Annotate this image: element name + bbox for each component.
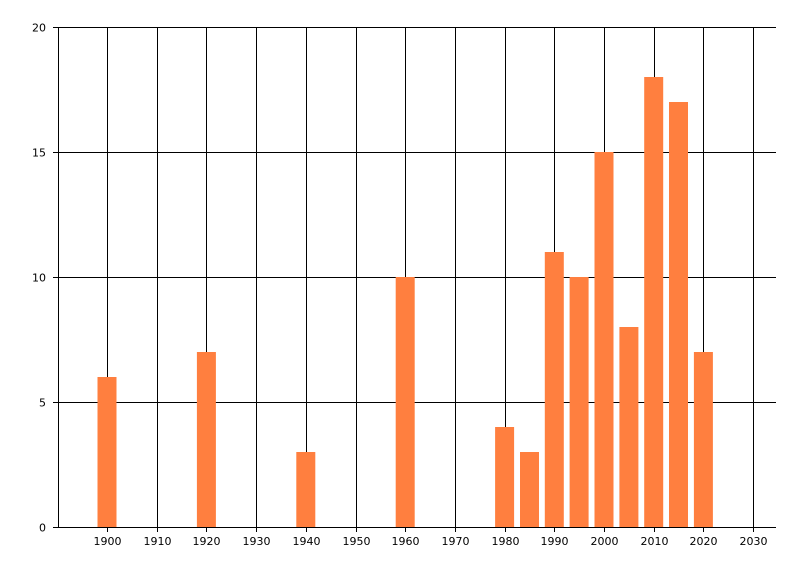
y-tick-label-5: 5 xyxy=(39,397,46,410)
bar-2020 xyxy=(693,352,713,527)
y-tick-label-10: 10 xyxy=(32,272,46,285)
y-tick-label-20: 20 xyxy=(32,22,46,35)
bar-1990 xyxy=(544,252,564,527)
bar-1900 xyxy=(97,377,117,527)
bar-1980 xyxy=(495,427,515,527)
bar-2010 xyxy=(644,77,664,527)
x-tick-label-1980: 1980 xyxy=(492,535,520,548)
bar-1940 xyxy=(296,452,316,527)
x-tick-label-1970: 1970 xyxy=(442,535,470,548)
bar-2015 xyxy=(669,102,688,527)
x-tick-label-1940: 1940 xyxy=(293,535,321,548)
bars xyxy=(97,77,713,527)
y-tick-label-0: 0 xyxy=(39,522,46,535)
x-tick-label-1950: 1950 xyxy=(343,535,371,548)
x-tick-label-1910: 1910 xyxy=(144,535,172,548)
bar-1995 xyxy=(569,277,589,527)
grid xyxy=(58,27,776,528)
x-tick-label-2030: 2030 xyxy=(740,535,768,548)
bar-2005 xyxy=(619,327,639,527)
x-tick-label-2020: 2020 xyxy=(690,535,718,548)
y-tick-label-15: 15 xyxy=(32,147,46,160)
bar-2000 xyxy=(594,152,614,527)
bar-1920 xyxy=(196,352,216,527)
x-tick-label-1960: 1960 xyxy=(392,535,420,548)
x-tick-label-2010: 2010 xyxy=(641,535,669,548)
x-tick-label-1930: 1930 xyxy=(243,535,271,548)
x-tick-label-2000: 2000 xyxy=(591,535,619,548)
x-tick-label-1900: 1900 xyxy=(94,535,122,548)
axes xyxy=(53,27,776,532)
x-tick-label-1920: 1920 xyxy=(193,535,221,548)
x-tick-label-1990: 1990 xyxy=(541,535,569,548)
bar-1985 xyxy=(520,452,539,527)
bar-1960 xyxy=(395,277,415,527)
tick-labels: 0 5 10 15 20 1900 1910 1920 1930 1940 1950 1960 1970… xyxy=(32,22,768,549)
